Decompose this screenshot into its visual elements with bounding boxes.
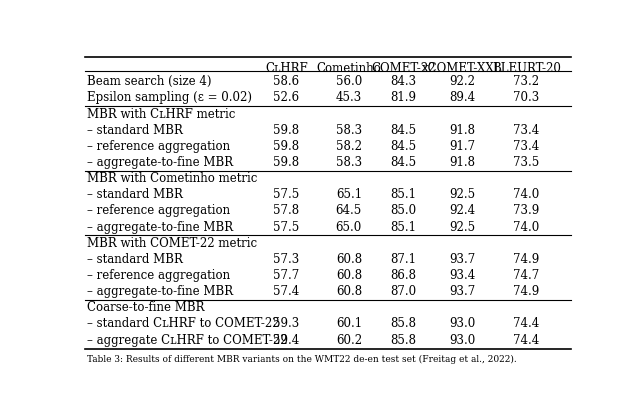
Text: MBR with CʟHRF metric: MBR with CʟHRF metric	[88, 108, 236, 120]
Text: – aggregate-to-fine MBR: – aggregate-to-fine MBR	[88, 221, 234, 233]
Text: 60.2: 60.2	[336, 334, 362, 346]
Text: Table 3: Results of different MBR variants on the WMT22 de-en test set (Freitag : Table 3: Results of different MBR varian…	[88, 355, 517, 364]
Text: 84.5: 84.5	[390, 156, 417, 169]
Text: – reference aggregation: – reference aggregation	[88, 269, 230, 282]
Text: 86.8: 86.8	[390, 269, 417, 282]
Text: – standard CʟHRF to COMET-22: – standard CʟHRF to COMET-22	[88, 317, 280, 330]
Text: 56.0: 56.0	[336, 75, 362, 88]
Text: MBR with COMET-22 metric: MBR with COMET-22 metric	[88, 237, 257, 250]
Text: 60.1: 60.1	[336, 317, 362, 330]
Text: 57.3: 57.3	[273, 253, 300, 266]
Text: 58.3: 58.3	[336, 156, 362, 169]
Text: 52.6: 52.6	[273, 92, 300, 104]
Text: 93.4: 93.4	[449, 269, 476, 282]
Text: 73.2: 73.2	[513, 75, 540, 88]
Text: 57.7: 57.7	[273, 269, 300, 282]
Text: MBR with Cometinho metric: MBR with Cometinho metric	[88, 172, 258, 185]
Text: 89.4: 89.4	[449, 92, 476, 104]
Text: – reference aggregation: – reference aggregation	[88, 140, 230, 153]
Text: 65.1: 65.1	[336, 188, 362, 201]
Text: 87.1: 87.1	[390, 253, 417, 266]
Text: 74.9: 74.9	[513, 253, 540, 266]
Text: 74.0: 74.0	[513, 188, 540, 201]
Text: 64.5: 64.5	[336, 204, 362, 217]
Text: – standard MBR: – standard MBR	[88, 188, 183, 201]
Text: 85.8: 85.8	[390, 334, 417, 346]
Text: 92.4: 92.4	[449, 204, 476, 217]
Text: 87.0: 87.0	[390, 285, 417, 298]
Text: 92.5: 92.5	[449, 188, 476, 201]
Text: 84.5: 84.5	[390, 124, 417, 137]
Text: 74.4: 74.4	[513, 334, 540, 346]
Text: 60.8: 60.8	[336, 269, 362, 282]
Text: 93.0: 93.0	[449, 317, 476, 330]
Text: 84.5: 84.5	[390, 140, 417, 153]
Text: 58.3: 58.3	[336, 124, 362, 137]
Text: 73.9: 73.9	[513, 204, 540, 217]
Text: Epsilon sampling (ε = 0.02): Epsilon sampling (ε = 0.02)	[88, 92, 252, 104]
Text: 59.4: 59.4	[273, 334, 300, 346]
Text: 93.7: 93.7	[449, 253, 476, 266]
Text: 59.8: 59.8	[273, 124, 300, 137]
Text: 60.8: 60.8	[336, 285, 362, 298]
Text: Coarse-to-fine MBR: Coarse-to-fine MBR	[88, 301, 205, 314]
Text: 85.1: 85.1	[390, 188, 417, 201]
Text: xCOMET-XXL: xCOMET-XXL	[422, 62, 502, 75]
Text: 73.5: 73.5	[513, 156, 540, 169]
Text: – aggregate CʟHRF to COMET-22: – aggregate CʟHRF to COMET-22	[88, 334, 288, 346]
Text: COMET-22: COMET-22	[371, 62, 436, 75]
Text: 57.8: 57.8	[273, 204, 300, 217]
Text: – aggregate-to-fine MBR: – aggregate-to-fine MBR	[88, 285, 234, 298]
Text: 58.2: 58.2	[336, 140, 362, 153]
Text: – aggregate-to-fine MBR: – aggregate-to-fine MBR	[88, 156, 234, 169]
Text: Beam search (size 4): Beam search (size 4)	[88, 75, 212, 88]
Text: 84.3: 84.3	[390, 75, 417, 88]
Text: 59.8: 59.8	[273, 140, 300, 153]
Text: 60.8: 60.8	[336, 253, 362, 266]
Text: 74.4: 74.4	[513, 317, 540, 330]
Text: 93.0: 93.0	[449, 334, 476, 346]
Text: 74.7: 74.7	[513, 269, 540, 282]
Text: 74.9: 74.9	[513, 285, 540, 298]
Text: 70.3: 70.3	[513, 92, 540, 104]
Text: 91.7: 91.7	[449, 140, 476, 153]
Text: BLEURT-20: BLEURT-20	[492, 62, 561, 75]
Text: 85.8: 85.8	[390, 317, 417, 330]
Text: 91.8: 91.8	[449, 156, 476, 169]
Text: 57.5: 57.5	[273, 221, 300, 233]
Text: 73.4: 73.4	[513, 140, 540, 153]
Text: – standard MBR: – standard MBR	[88, 253, 183, 266]
Text: 85.1: 85.1	[390, 221, 417, 233]
Text: 91.8: 91.8	[449, 124, 476, 137]
Text: – standard MBR: – standard MBR	[88, 124, 183, 137]
Text: 92.5: 92.5	[449, 221, 476, 233]
Text: 65.0: 65.0	[336, 221, 362, 233]
Text: 85.0: 85.0	[390, 204, 417, 217]
Text: 57.5: 57.5	[273, 188, 300, 201]
Text: 93.7: 93.7	[449, 285, 476, 298]
Text: 73.4: 73.4	[513, 124, 540, 137]
Text: – reference aggregation: – reference aggregation	[88, 204, 230, 217]
Text: 74.0: 74.0	[513, 221, 540, 233]
Text: 81.9: 81.9	[390, 92, 417, 104]
Text: 58.6: 58.6	[273, 75, 300, 88]
Text: 57.4: 57.4	[273, 285, 300, 298]
Text: 59.3: 59.3	[273, 317, 300, 330]
Text: 92.2: 92.2	[449, 75, 476, 88]
Text: Cometinho: Cometinho	[316, 62, 381, 75]
Text: 45.3: 45.3	[336, 92, 362, 104]
Text: CʟHRF: CʟHRF	[265, 62, 308, 75]
Text: 59.8: 59.8	[273, 156, 300, 169]
